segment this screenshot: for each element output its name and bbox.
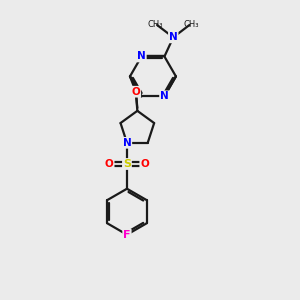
Text: O: O	[140, 159, 149, 169]
Text: N: N	[137, 52, 146, 61]
Text: CH₃: CH₃	[148, 20, 163, 29]
Text: CH₃: CH₃	[183, 20, 199, 29]
Text: O: O	[131, 87, 140, 97]
Text: N: N	[123, 138, 131, 148]
Text: S: S	[123, 159, 131, 169]
Text: N: N	[169, 32, 178, 42]
Text: F: F	[123, 230, 131, 240]
Text: N: N	[160, 91, 169, 101]
Text: O: O	[105, 159, 114, 169]
